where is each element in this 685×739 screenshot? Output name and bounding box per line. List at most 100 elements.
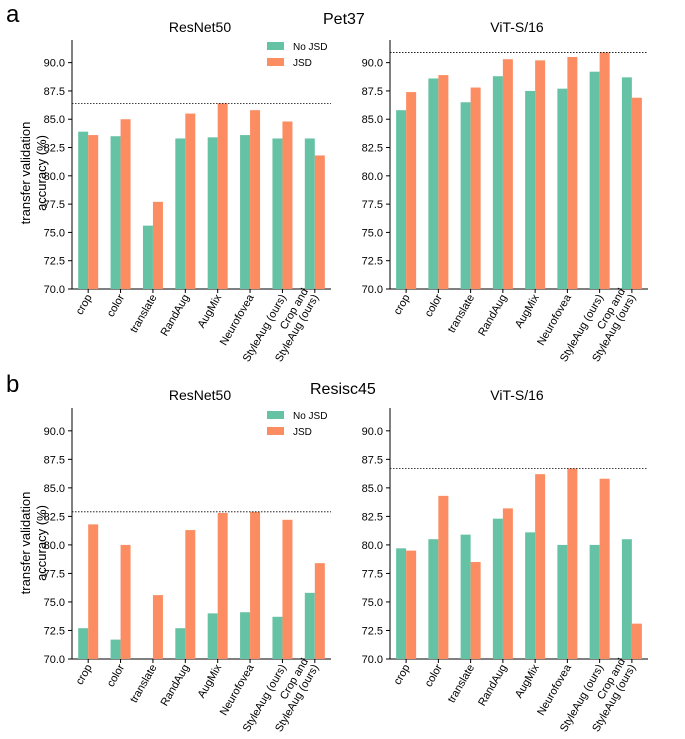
chart-pet37-resnet50: ResNet50 70.0 72.5 75.0 77.5 80.0 82.5 85.0 87.5… bbox=[44, 19, 331, 364]
y-tick-label: 82.5 bbox=[362, 511, 383, 523]
ylabel-top-line2: accuracy (%) bbox=[34, 135, 49, 211]
bar-jsd-4 bbox=[217, 512, 228, 659]
x-tick-label-line: RandAug bbox=[476, 663, 509, 709]
x-tick-label-line: translate bbox=[446, 663, 477, 706]
y-tick-label: 72.5 bbox=[44, 625, 65, 637]
bar-jsd-0 bbox=[88, 135, 99, 289]
x-tick-label-line: color bbox=[105, 662, 127, 689]
bar-no-jsd-0 bbox=[78, 131, 89, 289]
x-tick-label-2: translate bbox=[446, 293, 477, 336]
y-tick-label: 80.0 bbox=[44, 540, 65, 552]
chart-title: ResNet50 bbox=[169, 387, 231, 403]
chart-pet37-vit: ViT-S/16 70.0 72.5 75.0 77.5 80.0 82.5 85.0 87.5… bbox=[362, 19, 648, 364]
bar-jsd-2 bbox=[152, 201, 163, 289]
bar-no-jsd-1 bbox=[428, 78, 439, 290]
y-tick-label: 75.0 bbox=[44, 227, 65, 239]
x-tick-label-1: color bbox=[423, 292, 445, 319]
bar-no-jsd-5 bbox=[240, 135, 251, 289]
chart-resisc45-vit: ViT-S/16 70.0 72.5 75.0 77.5 80.0 82.5 85.0 87.5… bbox=[362, 387, 648, 734]
bar-jsd-2 bbox=[152, 595, 163, 659]
x-tick-label-line: RandAug bbox=[159, 663, 192, 709]
y-tick-label: 80.0 bbox=[362, 540, 383, 552]
ylabel-bottom-line2: accuracy (%) bbox=[34, 505, 49, 581]
bar-no-jsd-1 bbox=[428, 539, 439, 659]
bar-jsd-0 bbox=[88, 524, 99, 659]
legend-swatch bbox=[267, 42, 284, 50]
bar-no-jsd-4 bbox=[207, 613, 218, 659]
bar-jsd-2 bbox=[470, 87, 481, 289]
x-tick-label-2: translate bbox=[128, 663, 159, 706]
bar-no-jsd-4 bbox=[207, 137, 218, 289]
bar-no-jsd-5 bbox=[557, 544, 568, 659]
panel-letter-a: a bbox=[6, 1, 20, 28]
bar-no-jsd-5 bbox=[240, 612, 251, 659]
bar-no-jsd-6 bbox=[589, 544, 600, 659]
x-tick-label-line: color bbox=[423, 292, 445, 319]
x-tick-label-line: translate bbox=[128, 293, 159, 336]
legend-swatch bbox=[267, 411, 284, 419]
x-tick-label-2: translate bbox=[128, 293, 159, 336]
bar-jsd-4 bbox=[535, 60, 546, 289]
y-tick-label: 77.5 bbox=[362, 199, 383, 211]
bar-jsd-6 bbox=[599, 478, 610, 659]
bar-jsd-5 bbox=[250, 110, 261, 289]
x-tick-label-line: AugMix bbox=[196, 292, 225, 330]
legend-label: JSD bbox=[293, 427, 312, 438]
y-tick-label: 87.5 bbox=[362, 454, 383, 466]
bar-jsd-6 bbox=[599, 52, 610, 290]
y-tick-label: 87.5 bbox=[44, 86, 65, 98]
x-tick-label-3: RandAug bbox=[159, 293, 192, 339]
x-tick-label-0: crop bbox=[392, 663, 413, 688]
y-tick-label: 82.5 bbox=[44, 143, 65, 155]
bar-no-jsd-7 bbox=[621, 77, 632, 289]
bar-no-jsd-0 bbox=[396, 548, 407, 659]
x-tick-label-0: crop bbox=[74, 663, 95, 688]
bar-no-jsd-3 bbox=[492, 518, 503, 659]
y-tick-label: 90.0 bbox=[362, 58, 383, 70]
y-tick-label: 70.0 bbox=[44, 284, 65, 296]
y-tick-label: 82.5 bbox=[44, 511, 65, 523]
ylabel-top-line1: transfer validation bbox=[18, 122, 33, 225]
x-tick-label-2: translate bbox=[446, 663, 477, 706]
y-tick-label: 85.0 bbox=[362, 114, 383, 126]
y-tick-label: 90.0 bbox=[44, 426, 65, 438]
y-tick-label: 70.0 bbox=[362, 654, 383, 666]
y-tick-label: 77.5 bbox=[44, 199, 65, 211]
bar-jsd-3 bbox=[185, 530, 196, 659]
bar-no-jsd-0 bbox=[78, 628, 89, 659]
bar-jsd-5 bbox=[567, 56, 578, 290]
bar-jsd-7 bbox=[314, 563, 325, 659]
bar-jsd-4 bbox=[217, 103, 228, 289]
x-tick-label-line: crop bbox=[392, 663, 413, 688]
legend-label: No JSD bbox=[293, 411, 327, 422]
bar-jsd-4 bbox=[535, 474, 546, 659]
legend-label: No JSD bbox=[293, 42, 327, 53]
bar-no-jsd-7 bbox=[304, 138, 315, 289]
y-tick-label: 70.0 bbox=[44, 654, 65, 666]
bar-no-jsd-2 bbox=[460, 102, 471, 289]
bar-no-jsd-1 bbox=[110, 136, 121, 289]
x-tick-label-3: RandAug bbox=[476, 663, 509, 709]
x-tick-label-line: AugMix bbox=[513, 292, 542, 330]
bar-jsd-7 bbox=[631, 623, 642, 659]
x-tick-label-line: AugMix bbox=[196, 662, 225, 700]
ylabel-bottom-line1: transfer validation bbox=[18, 492, 33, 595]
legend-swatch bbox=[267, 427, 284, 435]
y-tick-label: 75.0 bbox=[362, 227, 383, 239]
x-tick-label-4: AugMix bbox=[513, 292, 542, 330]
bar-no-jsd-6 bbox=[589, 71, 600, 289]
bar-no-jsd-6 bbox=[272, 616, 283, 659]
y-tick-label: 85.0 bbox=[44, 483, 65, 495]
ylabel-top: transfer validation accuracy (%) bbox=[18, 122, 49, 225]
legend-swatch bbox=[267, 58, 284, 66]
bar-jsd-5 bbox=[567, 468, 578, 659]
panel-letter-b: b bbox=[6, 371, 19, 398]
bar-jsd-1 bbox=[438, 495, 449, 659]
chart-title: ViT-S/16 bbox=[490, 387, 544, 403]
bar-jsd-3 bbox=[502, 59, 513, 290]
bar-no-jsd-3 bbox=[175, 138, 186, 289]
bar-jsd-6 bbox=[282, 121, 293, 289]
bar-jsd-0 bbox=[406, 92, 417, 290]
x-tick-label-line: RandAug bbox=[159, 293, 192, 339]
y-tick-label: 72.5 bbox=[362, 625, 383, 637]
